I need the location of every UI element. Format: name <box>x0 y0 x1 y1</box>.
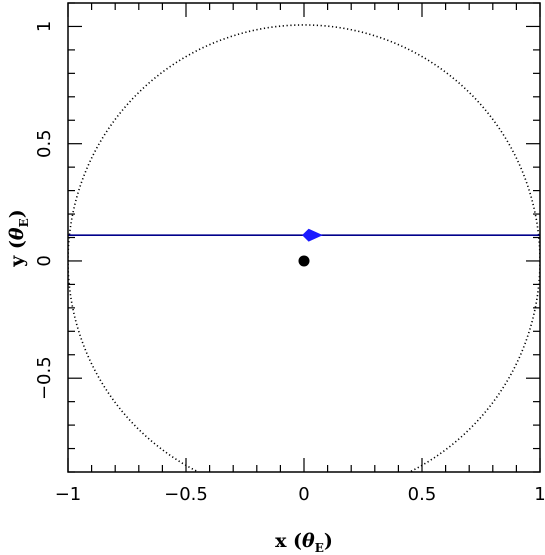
x-tick-label: 1 <box>534 484 545 505</box>
x-tick-label: 0 <box>298 484 309 505</box>
y-tick-label: −0.5 <box>34 356 55 400</box>
x-tick-label: −0.5 <box>164 484 208 505</box>
axis-tick-labels: −1 −0.5 0 0.5 1 −0.5 0 0.5 1 <box>34 21 545 505</box>
axis-ticks <box>67 2 541 473</box>
x-tick-label: −1 <box>55 484 82 505</box>
y-axis-title: y (θE) <box>6 209 31 268</box>
plot-area <box>68 24 540 472</box>
x-axis-title: x (θE) <box>275 530 333 555</box>
y-tick-label: 1 <box>34 21 55 32</box>
caustic-curve <box>302 228 323 242</box>
x-tick-label: 0.5 <box>408 484 437 505</box>
y-tick-label: 0 <box>34 255 55 266</box>
lens-point <box>298 255 310 267</box>
y-tick-label: 0.5 <box>34 129 55 158</box>
